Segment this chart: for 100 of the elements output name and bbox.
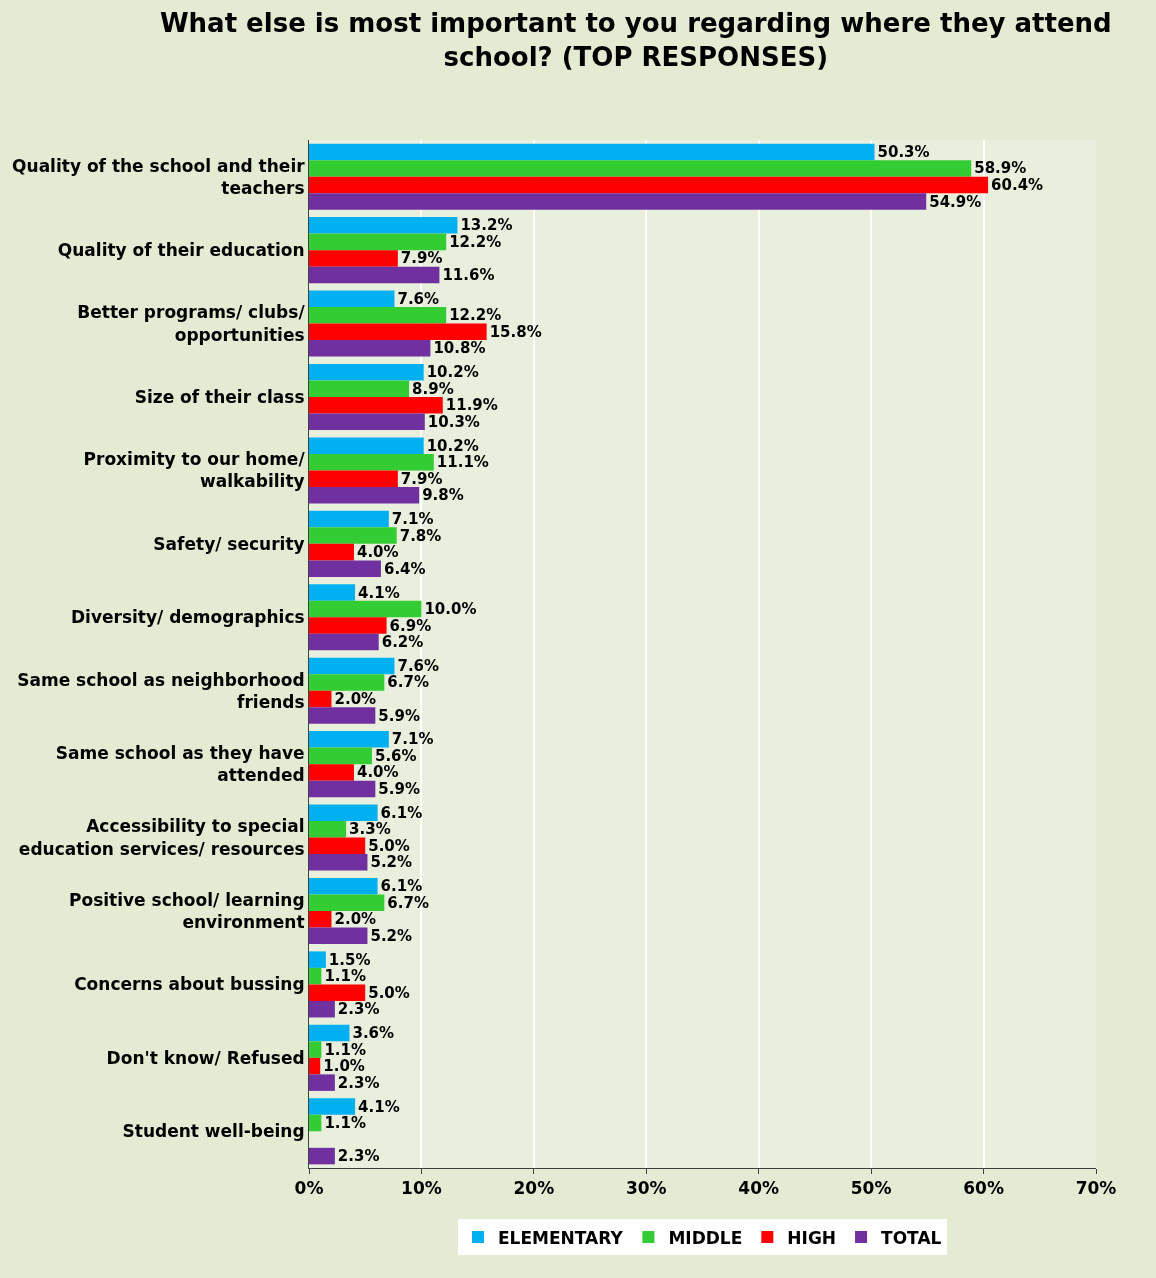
data-label: 10.8% <box>433 339 486 358</box>
bar <box>309 690 332 708</box>
y-tick-label: Accessibility to special education services/ resources <box>18 816 305 859</box>
bar <box>309 363 424 381</box>
chart-title: What else is most important to you regarding where they attend school? (TOP RESPONSES) <box>159 7 1112 72</box>
bar <box>309 1114 322 1132</box>
x-tick-label: 70% <box>1075 1178 1117 1199</box>
data-label: 2.3% <box>337 1000 380 1019</box>
data-label: 54.9% <box>929 192 982 211</box>
bar <box>309 911 332 928</box>
legend-label: ELEMENTARY <box>498 1227 624 1248</box>
bar <box>309 397 443 414</box>
data-label: 12.2% <box>449 306 502 325</box>
data-label: 4.0% <box>356 763 399 782</box>
x-tick-label: 20% <box>513 1178 555 1199</box>
data-label: 2.0% <box>334 689 377 708</box>
bar <box>309 250 398 267</box>
data-label: 1.1% <box>324 967 366 986</box>
y-tick-label: Diversity/ demographics <box>70 607 305 628</box>
data-label: 6.7% <box>387 893 429 912</box>
bar <box>309 527 397 544</box>
bar <box>309 657 395 675</box>
bar <box>309 894 385 911</box>
bar <box>309 543 354 561</box>
bar <box>309 927 368 945</box>
bar <box>309 764 354 781</box>
x-tick-label: 30% <box>625 1178 667 1199</box>
bar <box>309 877 378 895</box>
data-label: 5.9% <box>378 706 420 725</box>
data-label: 2.3% <box>337 1147 380 1166</box>
data-label: 12.2% <box>449 232 502 251</box>
data-label: 10.2% <box>426 363 479 382</box>
data-label: 58.9% <box>974 159 1027 178</box>
data-label: 6.2% <box>381 633 424 652</box>
y-tick-label: Better programs/ clubs/ opportunities <box>77 302 306 345</box>
bar <box>309 176 989 194</box>
data-label: 3.3% <box>349 820 391 839</box>
data-label: 5.9% <box>378 779 420 798</box>
data-label: 5.0% <box>368 836 410 855</box>
y-tick-label: Safety/ security <box>153 533 305 554</box>
data-label: 11.9% <box>445 396 498 415</box>
data-label: 4.0% <box>356 543 399 562</box>
bar <box>309 780 376 798</box>
data-label: 1.1% <box>324 1040 366 1059</box>
bar <box>309 804 378 822</box>
y-tick-label: Don't know/ Refused <box>106 1047 305 1068</box>
bar <box>309 1000 335 1018</box>
bar <box>309 290 395 308</box>
bar <box>309 323 487 341</box>
bar <box>309 1098 356 1115</box>
bar <box>309 617 387 634</box>
legend-label: HIGH <box>787 1227 837 1248</box>
bar <box>309 951 326 968</box>
bar <box>309 837 366 855</box>
data-label: 7.8% <box>399 526 442 545</box>
data-label: 5.2% <box>370 926 413 945</box>
y-tick-label: Size of their class <box>134 386 305 407</box>
data-label: 6.7% <box>387 673 429 692</box>
data-label: 1.0% <box>323 1057 365 1076</box>
legend-label: MIDDLE <box>668 1227 743 1248</box>
data-label: 3.6% <box>352 1024 395 1043</box>
bar <box>309 1057 321 1075</box>
bar <box>309 470 398 487</box>
bar <box>309 1074 335 1091</box>
bar <box>309 437 424 454</box>
bar <box>309 233 447 251</box>
bar <box>309 633 379 651</box>
y-tick-label: Concerns about bussing <box>74 974 305 995</box>
data-label: 7.1% <box>391 730 434 749</box>
data-label: 6.1% <box>380 877 423 896</box>
bar <box>309 143 875 161</box>
x-tick-label: 0% <box>294 1178 324 1199</box>
data-label: 4.1% <box>358 583 400 602</box>
data-label: 10.0% <box>424 600 477 619</box>
bar <box>309 674 385 691</box>
y-tick-label: Quality of the school and their teachers <box>12 155 306 198</box>
bar <box>309 1147 335 1165</box>
bar <box>309 967 322 985</box>
data-label: 13.2% <box>460 216 513 235</box>
data-label: 8.9% <box>412 379 454 398</box>
bar <box>309 747 372 765</box>
data-label: 50.3% <box>877 142 930 161</box>
data-label: 2.0% <box>334 910 377 929</box>
data-label: 4.1% <box>358 1097 400 1116</box>
bar <box>309 413 425 431</box>
data-label: 5.6% <box>374 746 417 765</box>
data-label: 1.1% <box>324 1114 366 1133</box>
data-label: 11.1% <box>436 453 489 472</box>
bar <box>309 821 347 838</box>
bar <box>309 854 368 871</box>
data-label: 6.4% <box>383 559 426 578</box>
legend-label: TOTAL <box>881 1227 942 1248</box>
bar <box>309 984 366 1001</box>
data-label: 2.3% <box>337 1073 380 1092</box>
data-label: 15.8% <box>489 322 542 341</box>
data-label: 5.0% <box>368 983 410 1002</box>
bar <box>309 600 422 618</box>
bar <box>309 307 447 324</box>
y-tick-label: Same school as neighborhood friends <box>17 669 305 712</box>
bar <box>309 510 389 528</box>
